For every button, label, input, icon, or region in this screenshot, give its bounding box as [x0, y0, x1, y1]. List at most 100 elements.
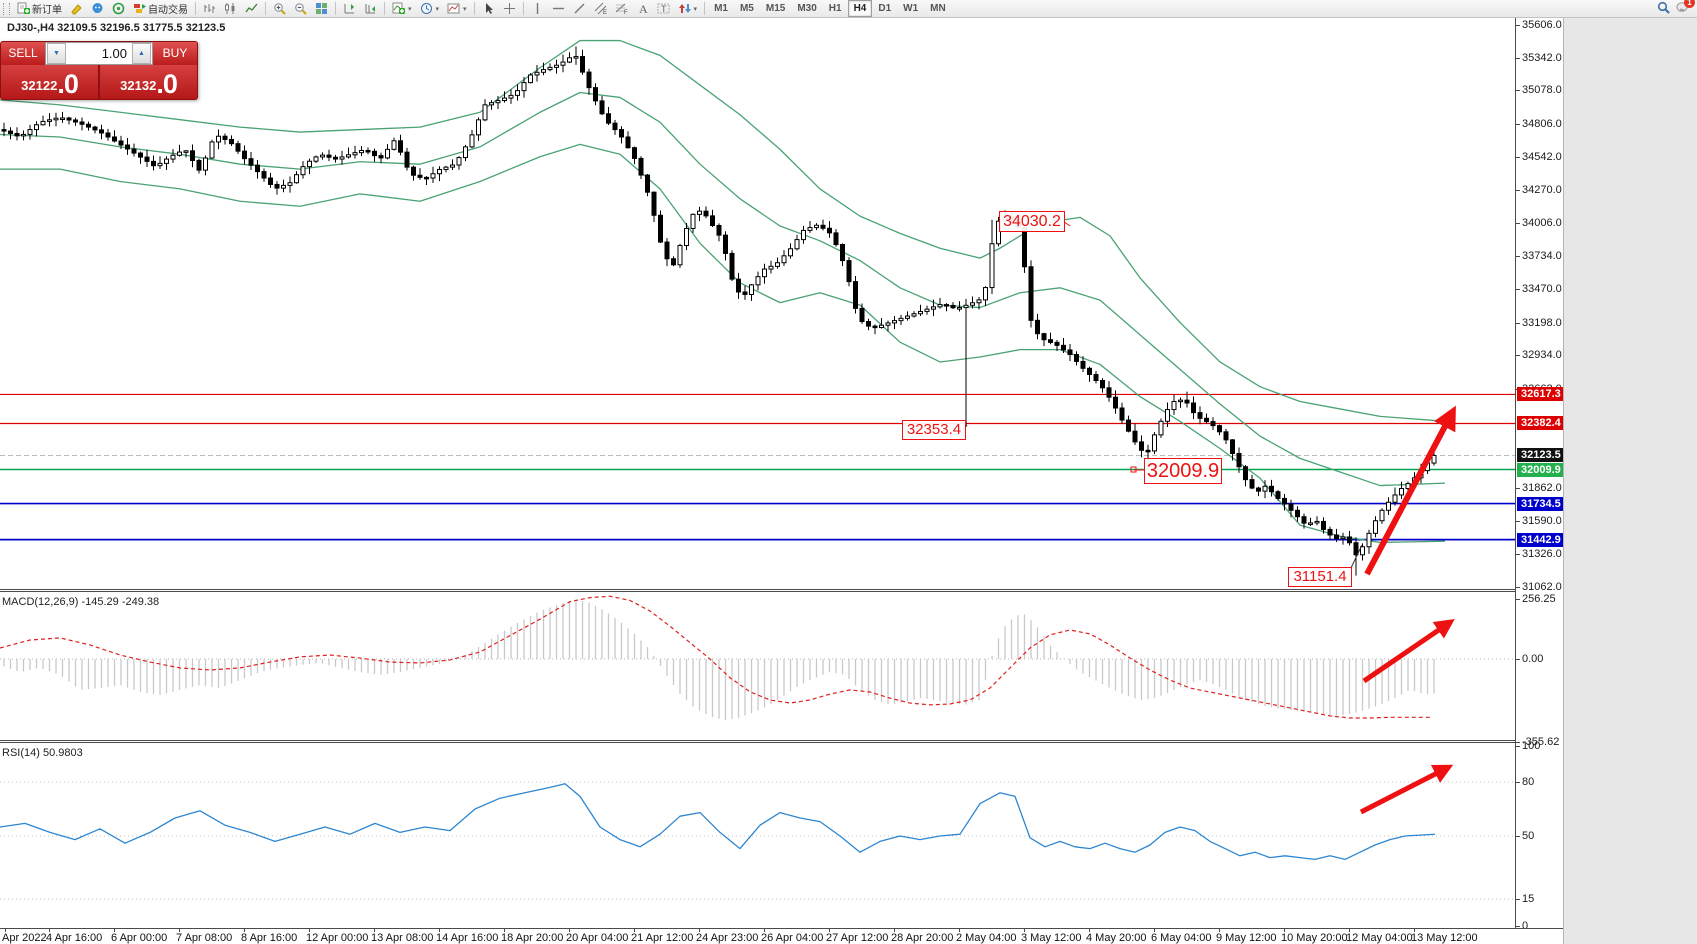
bearish-candle[interactable]: [365, 150, 371, 153]
bullish-candle[interactable]: [911, 313, 917, 317]
bullish-candle[interactable]: [170, 154, 176, 160]
timeframe-button-m15[interactable]: M15: [765, 3, 786, 14]
timeframe-button-mn[interactable]: MN: [930, 3, 946, 14]
bullish-candle[interactable]: [749, 284, 754, 295]
bullish-candle[interactable]: [528, 74, 533, 84]
bearish-candle[interactable]: [411, 166, 416, 176]
bullish-candle[interactable]: [1399, 488, 1404, 496]
price-annotation-32353.4[interactable]: 32353.4: [902, 420, 966, 440]
price-axis[interactable]: 35606.0 35342.0 35078.0 34806.0 34542.0 34270…: [1515, 17, 1564, 932]
channel-button[interactable]: E: [590, 0, 611, 18]
bearish-candle[interactable]: [66, 117, 72, 121]
bearish-candle[interactable]: [268, 177, 273, 185]
bearish-candle[interactable]: [372, 150, 377, 157]
bullish-candle[interactable]: [905, 315, 910, 319]
bullish-candle[interactable]: [1412, 477, 1417, 485]
bullish-candle[interactable]: [352, 152, 358, 156]
bullish-candle[interactable]: [1308, 522, 1313, 525]
bullish-candle[interactable]: [963, 304, 969, 309]
bearish-candle[interactable]: [417, 174, 423, 178]
bullish-candle[interactable]: [320, 154, 325, 158]
bullish-candle[interactable]: [469, 134, 475, 148]
bearish-candle[interactable]: [1, 129, 7, 132]
bearish-candle[interactable]: [86, 123, 91, 128]
bearish-candle[interactable]: [222, 135, 228, 140]
highlighter-button[interactable]: [66, 0, 87, 18]
bullish-candle[interactable]: [573, 56, 579, 59]
line-chart-button[interactable]: [241, 0, 262, 18]
pane-separator[interactable]: [0, 589, 1563, 592]
volume-field[interactable]: ▼ 1.00 ▲: [45, 42, 153, 65]
bearish-candle[interactable]: [1301, 516, 1307, 524]
volume-increase-button[interactable]: ▲: [132, 43, 151, 64]
price-annotation-31151.4[interactable]: 31151.4: [1288, 567, 1352, 587]
bearish-candle[interactable]: [1347, 536, 1352, 544]
bearish-candle[interactable]: [1113, 396, 1118, 409]
bullish-candle[interactable]: [157, 162, 163, 167]
bearish-candle[interactable]: [729, 252, 735, 280]
bullish-candle[interactable]: [794, 239, 800, 250]
bearish-candle[interactable]: [1256, 487, 1261, 492]
bearish-candle[interactable]: [638, 157, 644, 176]
bearish-candle[interactable]: [1126, 419, 1131, 432]
bearish-candle[interactable]: [1223, 431, 1229, 441]
chevron-down-icon[interactable]: ▾: [693, 5, 698, 13]
rsi-line[interactable]: [0, 783, 1436, 861]
toolbar-grip[interactable]: [3, 2, 10, 15]
chart-window[interactable]: DJ30-,H4 32109.5 32196.5 31775.5 32123.5…: [0, 17, 1564, 944]
bullish-candle[interactable]: [463, 146, 468, 159]
bearish-candle[interactable]: [716, 224, 722, 236]
bearish-candle[interactable]: [1054, 341, 1060, 346]
chevron-down-icon[interactable]: ▾: [408, 5, 412, 13]
bullish-candle[interactable]: [976, 299, 982, 304]
bearish-candle[interactable]: [144, 156, 150, 162]
bearish-candle[interactable]: [378, 155, 384, 159]
bullish-candle[interactable]: [391, 140, 397, 150]
bearish-candle[interactable]: [1022, 226, 1027, 268]
bullish-candle[interactable]: [313, 156, 319, 162]
bullish-candle[interactable]: [534, 71, 540, 76]
search-icon[interactable]: [1657, 1, 1670, 17]
bearish-candle[interactable]: [1243, 466, 1248, 481]
bullish-candle[interactable]: [281, 184, 286, 189]
bullish-candle[interactable]: [1165, 409, 1170, 422]
bearish-candle[interactable]: [593, 87, 598, 102]
bearish-candle[interactable]: [248, 158, 254, 166]
bullish-candle[interactable]: [450, 164, 455, 168]
bullish-candle[interactable]: [53, 117, 59, 121]
bearish-candle[interactable]: [333, 156, 338, 160]
bearish-candle[interactable]: [651, 191, 657, 216]
bearish-candle[interactable]: [827, 227, 832, 234]
bollinger-upper-line[interactable]: [0, 39, 1446, 422]
bearish-candle[interactable]: [1197, 412, 1203, 419]
bullish-candle[interactable]: [996, 220, 1001, 245]
messenger-button[interactable]: [87, 0, 108, 18]
bearish-candle[interactable]: [1028, 266, 1034, 321]
crosshair-button[interactable]: [499, 0, 520, 18]
bearish-candle[interactable]: [118, 140, 124, 146]
bearish-candle[interactable]: [872, 325, 878, 329]
timeframe-button-m30[interactable]: M30: [797, 3, 817, 14]
bearish-candle[interactable]: [1230, 439, 1235, 454]
bearish-candle[interactable]: [8, 130, 13, 134]
bullish-candle[interactable]: [385, 148, 390, 159]
bearish-candle[interactable]: [950, 304, 956, 309]
bearish-candle[interactable]: [242, 150, 247, 160]
timeframe-button-h1[interactable]: H1: [828, 3, 842, 14]
bullish-candle[interactable]: [287, 182, 293, 186]
bullish-candle[interactable]: [541, 69, 546, 73]
bullish-candle[interactable]: [1379, 509, 1385, 522]
time-axis[interactable]: Apr 2022 4 Apr 16:00 6 Apr 00:00 7 Apr 08:0…: [0, 928, 1563, 944]
bullish-candle[interactable]: [203, 157, 208, 171]
bullish-candle[interactable]: [164, 158, 169, 164]
buy-button[interactable]: BUY: [153, 42, 197, 65]
bullish-candle[interactable]: [788, 248, 793, 257]
bullish-candle[interactable]: [801, 229, 806, 241]
bearish-candle[interactable]: [79, 121, 85, 125]
bullish-candle[interactable]: [40, 120, 46, 126]
bearish-candle[interactable]: [255, 164, 260, 173]
bearish-candle[interactable]: [1353, 542, 1359, 556]
bearish-candle[interactable]: [92, 126, 98, 131]
bullish-candle[interactable]: [807, 227, 813, 231]
bearish-candle[interactable]: [190, 150, 195, 161]
